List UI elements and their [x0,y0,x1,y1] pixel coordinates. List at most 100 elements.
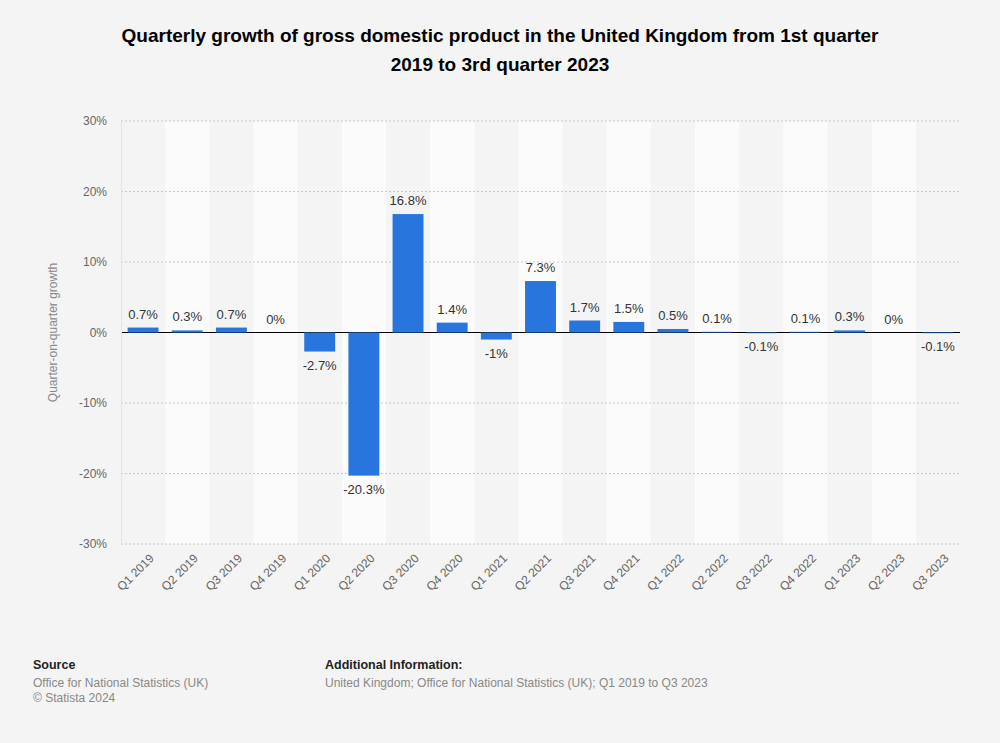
bar [304,333,335,352]
x-tick: Q1 2021 [468,544,511,594]
x-tick-label: Q2 2022 [688,551,731,594]
x-tick-label: Q4 2021 [600,551,643,594]
column-band [342,121,386,544]
x-tick: Q2 2019 [158,544,201,594]
x-tick-label: Q3 2019 [203,551,246,594]
data-label: -20.3% [343,482,385,497]
y-axis-title: Quarter-on-quarter growth [46,263,60,402]
bar [702,331,733,333]
title-line: Quarterly growth of gross domestic produ… [122,25,879,46]
grid-line [121,121,960,122]
data-label: -2.7% [303,358,337,373]
x-tick-label: Q1 2023 [821,551,864,594]
y-tick: -30% [79,537,121,551]
source-line: Office for National Statistics (UK) [33,676,208,690]
y-tick-label: -30% [79,537,107,551]
y-tick-label: 0% [90,326,108,340]
x-tick-label: Q3 2021 [556,551,599,594]
x-tick-label: Q1 2021 [468,551,511,594]
y-tick: -10% [79,396,121,410]
x-tick: Q4 2022 [777,544,820,594]
y-axis: -30% -20% -10% 0% 10% 20% 30% [79,114,122,551]
column-band [430,121,474,544]
bar [922,332,953,334]
y-tick-label: 30% [83,114,107,128]
y-tick-label: 10% [83,255,107,269]
x-tick-label: Q2 2023 [865,551,908,594]
y-tick: 0% [90,326,121,340]
x-tick: Q3 2021 [556,544,599,594]
bar [393,214,424,332]
data-label: -1% [485,346,509,361]
x-tick-label: Q1 2019 [114,551,157,594]
data-label: 7.3% [526,260,556,275]
y-tick: 20% [83,185,121,199]
data-label: 1.4% [437,302,467,317]
grid [121,121,960,544]
x-tick-label: Q2 2019 [158,551,201,594]
data-label: 0.5% [658,308,688,323]
data-label: 0% [884,312,903,327]
bar [658,329,689,333]
bar [746,332,777,334]
y-tick: -20% [79,467,121,481]
bar [216,328,247,333]
bar [348,333,379,476]
bar [128,328,159,333]
x-tick: Q1 2023 [821,544,864,594]
x-tick-label: Q3 2020 [379,551,422,594]
data-labels: 0.7% 0.3% 0.7% 0% -2.7% -20.3% 16.8% 1.4% -1% 7.3… [128,193,955,497]
data-label: 0.1% [702,311,732,326]
x-tick-label: Q4 2020 [423,551,466,594]
data-label: 0.3% [835,309,865,324]
y-tick: 10% [83,255,121,269]
y-tick: 30% [83,114,121,128]
bar [525,281,556,332]
x-tick-label: Q3 2023 [909,551,952,594]
info-title: Additional Information: [325,658,462,672]
source-title: Source [33,658,75,672]
title-line: 2019 to 3rd quarter 2023 [391,54,610,75]
x-tick-label: Q1 2022 [644,551,687,594]
title: Quarterly growth of gross domestic produ… [122,25,879,75]
y-tick-label: -10% [79,396,107,410]
source-line: © Statista 2024 [33,691,116,705]
bar [260,332,291,333]
bars [128,214,954,476]
bar [172,330,203,332]
x-tick-label: Q3 2022 [733,551,776,594]
x-tick: Q2 2023 [865,544,908,594]
data-label: 0.7% [128,307,158,322]
bar [437,323,468,333]
x-tick: Q4 2019 [247,544,290,594]
x-tick: Q3 2019 [203,544,246,594]
x-tick: Q1 2020 [291,544,334,594]
x-tick: Q2 2021 [512,544,555,594]
x-tick: Q3 2020 [379,544,422,594]
y-axis-line [121,122,122,545]
x-tick-label: Q1 2020 [291,551,334,594]
data-label: 0.3% [172,309,202,324]
grid-line [121,544,960,545]
data-label: -0.1% [744,339,778,354]
bar [878,332,909,333]
x-tick: Q3 2023 [909,544,952,594]
info-line: United Kingdom; Office for National Stat… [325,676,708,690]
data-label: 1.7% [570,300,600,315]
x-tick: Q2 2022 [688,544,731,594]
bar [613,322,644,333]
x-tick: Q1 2019 [114,544,157,594]
x-tick-label: Q4 2022 [777,551,820,594]
chart: Quarterly growth of gross domestic produ… [0,0,1000,743]
grid-line [121,473,960,474]
data-label: 0.7% [217,307,247,322]
x-tick: Q4 2020 [423,544,466,594]
data-label: 0.1% [791,311,821,326]
bar [790,331,821,333]
column-band [165,121,209,544]
data-label: 16.8% [390,193,427,208]
y-tick-label: -20% [79,467,107,481]
x-tick: Q3 2022 [733,544,776,594]
background [0,0,1000,743]
x-axis: Q1 2019Q2 2019Q3 2019Q4 2019Q1 2020 Q2 20… [114,544,952,594]
